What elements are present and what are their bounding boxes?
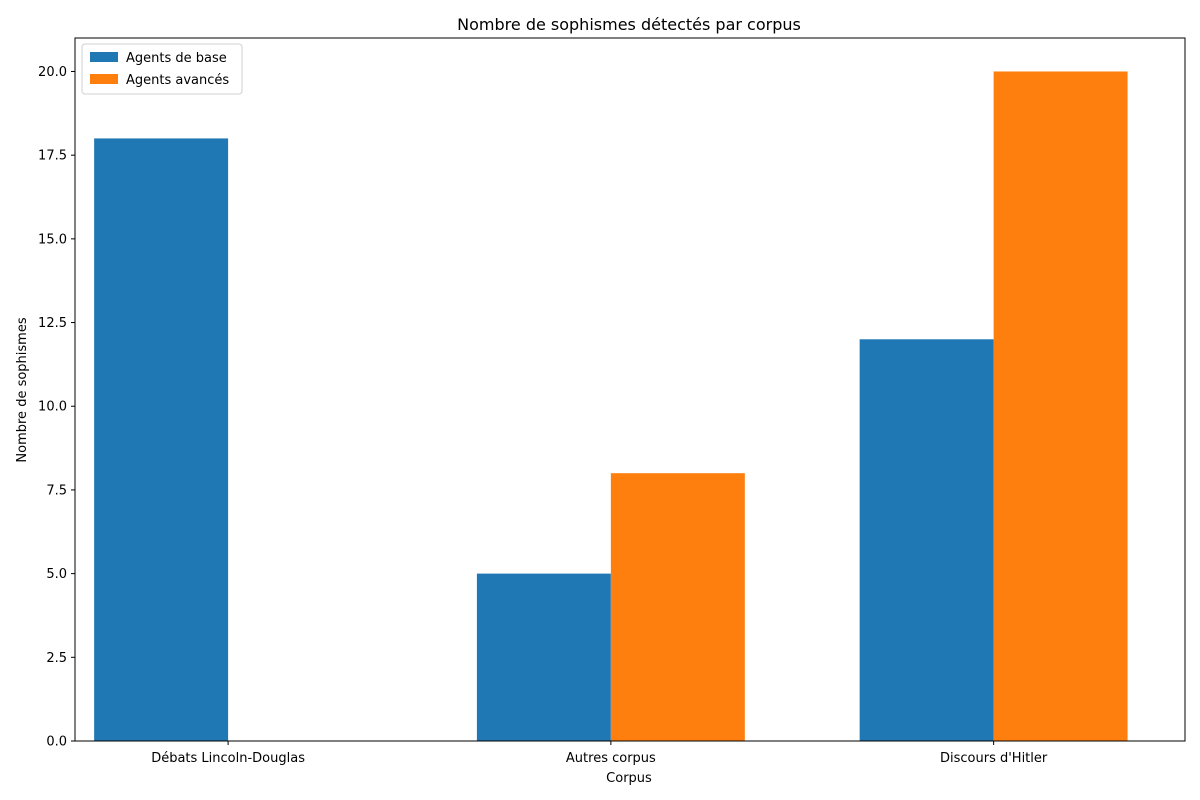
y-axis-label: Nombre de sophismes [15, 317, 30, 462]
y-axis: 0.0 2.5 5.0 7.5 10.0 12.5 15.0 17.5 20.0 [38, 65, 75, 750]
legend-label-2: Agents avancés [126, 73, 229, 88]
legend: Agents de base Agents avancés [81, 43, 243, 95]
bar-1-2 [476, 573, 611, 741]
legend-label-1: Agents de base [126, 51, 227, 66]
bar-2-3 [993, 71, 1128, 741]
y-tick-label: 2.5 [46, 651, 67, 666]
bar-1-1 [94, 138, 229, 741]
bars-group [94, 71, 1128, 741]
x-axis-label: Corpus [606, 771, 652, 786]
y-tick-label: 10.0 [38, 400, 67, 415]
y-tick-label: 20.0 [38, 65, 67, 80]
y-tick-label: 17.5 [38, 149, 67, 164]
x-tick-label: Autres corpus [566, 751, 656, 766]
y-tick-label: 5.0 [46, 567, 67, 582]
x-tick-label: Débats Lincoln-Douglas [151, 751, 305, 766]
legend-swatch-2 [90, 74, 118, 84]
legend-box [81, 43, 243, 95]
y-tick-label: 15.0 [38, 232, 67, 247]
x-axis: Débats Lincoln-Douglas Autres corpus Disco… [151, 741, 1048, 766]
chart-title: Nombre de sophismes détectés par corpus [457, 15, 801, 34]
bar-2-2 [610, 473, 745, 741]
plot-area: 0.0 2.5 5.0 7.5 10.0 12.5 15.0 17.5 20.0 Débats … [38, 37, 1186, 766]
y-tick-label: 0.0 [46, 735, 67, 750]
y-tick-label: 7.5 [46, 483, 67, 498]
axes-frame [74, 37, 1186, 742]
legend-swatch-1 [90, 52, 118, 62]
bar-1-3 [859, 339, 994, 741]
y-tick-label: 12.5 [38, 316, 67, 331]
x-tick-label: Discours d'Hitler [940, 751, 1048, 766]
